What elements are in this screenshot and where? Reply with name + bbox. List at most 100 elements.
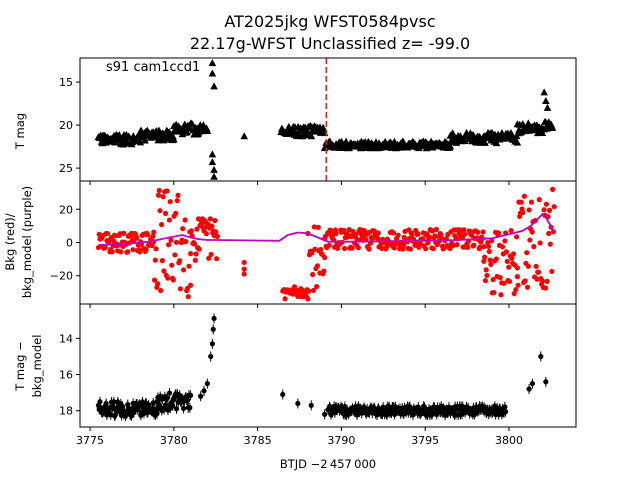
data-point	[461, 136, 469, 144]
data-point	[551, 204, 557, 210]
data-point	[502, 238, 508, 244]
x-tick-label: 3785	[244, 434, 272, 447]
data-point	[241, 271, 247, 277]
data-point	[521, 193, 528, 199]
data-point	[318, 246, 324, 253]
data-point	[446, 142, 455, 150]
data-point	[432, 233, 438, 239]
data-point	[528, 199, 535, 205]
magnitude-panel: 15 20 25	[59, 57, 577, 185]
data-point	[306, 288, 312, 294]
data-point	[542, 97, 550, 105]
data-point	[180, 405, 187, 412]
data-point	[390, 230, 397, 236]
bottom-y-axis-label-line2: bkg_model	[30, 335, 44, 398]
data-point	[448, 129, 457, 137]
figure-title-line1: AT2025jkg WFST0584pvsc	[224, 12, 435, 31]
data-point	[168, 237, 174, 243]
data-point	[493, 256, 499, 262]
subtracted-magnitude-series	[95, 313, 549, 422]
data-point	[180, 226, 186, 232]
data-point	[241, 266, 247, 272]
data-point	[137, 249, 143, 255]
data-point	[151, 229, 157, 235]
data-point	[513, 286, 519, 293]
data-point	[550, 186, 556, 192]
y-tick-label: −20	[50, 270, 73, 283]
data-point	[209, 223, 215, 229]
data-point	[208, 150, 217, 158]
data-point	[498, 292, 504, 298]
data-point	[206, 255, 212, 261]
data-point	[543, 103, 552, 111]
data-point	[529, 229, 535, 235]
data-point	[154, 398, 160, 405]
data-point	[534, 276, 540, 282]
data-point	[210, 165, 218, 173]
data-point	[506, 278, 513, 285]
data-point	[173, 210, 179, 216]
data-point	[525, 263, 531, 269]
data-point	[537, 240, 543, 246]
data-point	[208, 251, 214, 258]
data-point	[118, 249, 124, 255]
data-point	[490, 277, 496, 283]
data-point	[143, 247, 149, 253]
data-point	[349, 245, 355, 251]
data-point	[533, 263, 539, 269]
data-point	[509, 255, 515, 261]
data-point	[353, 231, 359, 237]
data-point	[536, 196, 542, 203]
data-point	[543, 379, 549, 385]
data-point	[538, 353, 544, 360]
data-point	[484, 272, 490, 279]
data-point	[504, 258, 510, 265]
data-point	[518, 199, 524, 205]
data-point	[322, 254, 328, 261]
data-point	[169, 262, 175, 268]
data-point	[502, 404, 508, 410]
data-point	[187, 282, 194, 288]
data-point	[475, 229, 481, 235]
data-point	[187, 251, 194, 257]
data-point	[314, 283, 320, 290]
x-axis-label: BTJD −2 457 000	[280, 457, 376, 471]
data-point	[162, 210, 169, 217]
y-tick-label: 20	[59, 119, 73, 132]
data-point	[161, 268, 167, 274]
data-point	[326, 242, 332, 248]
data-point	[395, 232, 401, 238]
data-point	[421, 404, 428, 410]
data-point	[198, 393, 204, 399]
y-tick-label: 20	[59, 203, 73, 216]
data-point	[379, 245, 385, 252]
data-point	[109, 249, 115, 255]
data-point	[415, 144, 423, 152]
data-point	[194, 226, 200, 232]
data-point	[482, 278, 488, 284]
data-point	[209, 341, 215, 347]
data-point	[488, 261, 494, 267]
data-point	[170, 135, 178, 143]
data-point	[486, 248, 492, 255]
data-point	[184, 285, 191, 292]
data-point	[153, 246, 159, 252]
data-point	[407, 246, 413, 252]
data-point	[409, 231, 415, 238]
data-point	[310, 271, 316, 278]
data-point	[186, 263, 192, 269]
y-tick-label: 0	[66, 237, 73, 250]
data-point	[544, 278, 550, 285]
data-point	[187, 405, 193, 411]
x-tick-label: 3795	[411, 434, 439, 447]
data-point	[188, 228, 194, 234]
middle-y-axis-label-line1: Bkg (red)/	[3, 213, 17, 270]
data-point	[144, 232, 151, 238]
data-point	[166, 217, 173, 223]
data-point	[531, 244, 537, 250]
sector-camera-annotation: s91 cam1ccd1	[106, 60, 200, 75]
data-point	[496, 230, 502, 236]
data-point	[154, 136, 163, 144]
data-point	[513, 138, 522, 146]
data-point	[183, 238, 189, 245]
